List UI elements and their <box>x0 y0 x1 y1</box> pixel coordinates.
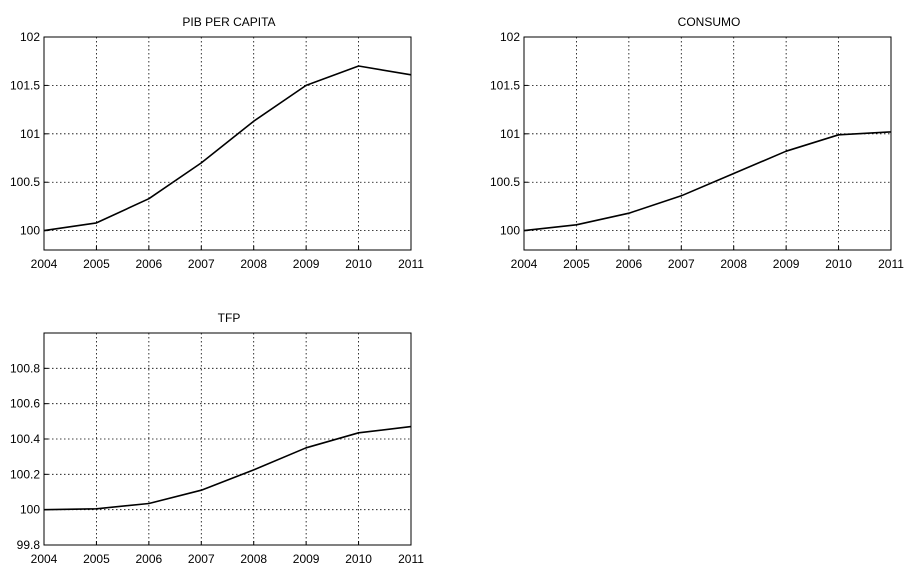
x-tick-label: 2004 <box>31 552 58 563</box>
y-tick-label: 99.8 <box>17 538 41 552</box>
panel-title: TFP <box>218 311 241 325</box>
y-tick-label: 101.5 <box>490 78 520 92</box>
series-line <box>43 65 412 232</box>
x-tick-label: 2010 <box>825 257 852 271</box>
x-tick-label: 2007 <box>188 257 215 271</box>
axes-frame <box>43 332 412 546</box>
x-tick-label: 2009 <box>773 257 800 271</box>
y-tick-label: 101 <box>20 127 40 141</box>
y-tick-label: 100 <box>500 224 520 238</box>
x-tick-label: 2009 <box>293 552 320 563</box>
x-tick-label: 2011 <box>878 257 904 271</box>
panel-title: PIB PER CAPITA <box>182 15 275 29</box>
x-tick-label: 2006 <box>616 257 643 271</box>
x-tick-label: 2008 <box>720 257 747 271</box>
x-tick-label: 2007 <box>188 552 215 563</box>
y-tick-label: 100.2 <box>10 467 40 481</box>
x-tick-label: 2008 <box>240 552 267 563</box>
y-tick-label: 100 <box>20 503 40 517</box>
axes-frame <box>43 36 412 251</box>
y-tick-label: 100.5 <box>490 175 520 189</box>
axes-frame <box>523 36 892 251</box>
plot-area <box>43 332 412 546</box>
x-tick-label: 2005 <box>83 552 110 563</box>
y-tick-label: 101.5 <box>10 78 40 92</box>
plot-area <box>523 36 892 251</box>
series-line <box>43 425 412 511</box>
y-tick-label: 100.5 <box>10 175 40 189</box>
y-tick-label: 100.4 <box>10 432 40 446</box>
x-tick-label: 2006 <box>136 552 163 563</box>
x-tick-label: 2004 <box>31 257 58 271</box>
y-tick-label: 102 <box>20 30 40 44</box>
y-tick-label: 100.8 <box>10 361 40 375</box>
y-tick-label: 100 <box>20 224 40 238</box>
y-tick-label: 102 <box>500 30 520 44</box>
y-tick-label: 100.6 <box>10 397 40 411</box>
x-tick-label: 2004 <box>511 257 538 271</box>
series-line <box>523 131 892 232</box>
x-tick-label: 2009 <box>293 257 320 271</box>
panel-pib-per-capita: PIB PER CAPITA 2004 2005 2006 2007 2008 2009 2… <box>10 15 424 271</box>
y-tick-label: 101 <box>500 127 520 141</box>
x-tick-label: 2005 <box>563 257 590 271</box>
panel-consumo: CONSUMO 2004 2005 2006 2007 2008 2009 2010 2011… <box>490 15 904 271</box>
x-tick-label: 2011 <box>398 257 424 271</box>
x-tick-label: 2011 <box>398 552 424 563</box>
panel-title: CONSUMO <box>678 15 741 29</box>
x-tick-label: 2008 <box>240 257 267 271</box>
x-tick-label: 2010 <box>345 257 372 271</box>
x-tick-label: 2006 <box>136 257 163 271</box>
panel-tfp: TFP 2004 2005 2006 2007 2008 2009 2010 2011 99.8… <box>10 311 424 563</box>
x-tick-label: 2010 <box>345 552 372 563</box>
x-tick-label: 2007 <box>668 257 695 271</box>
x-tick-label: 2005 <box>83 257 110 271</box>
plot-area <box>43 36 412 251</box>
